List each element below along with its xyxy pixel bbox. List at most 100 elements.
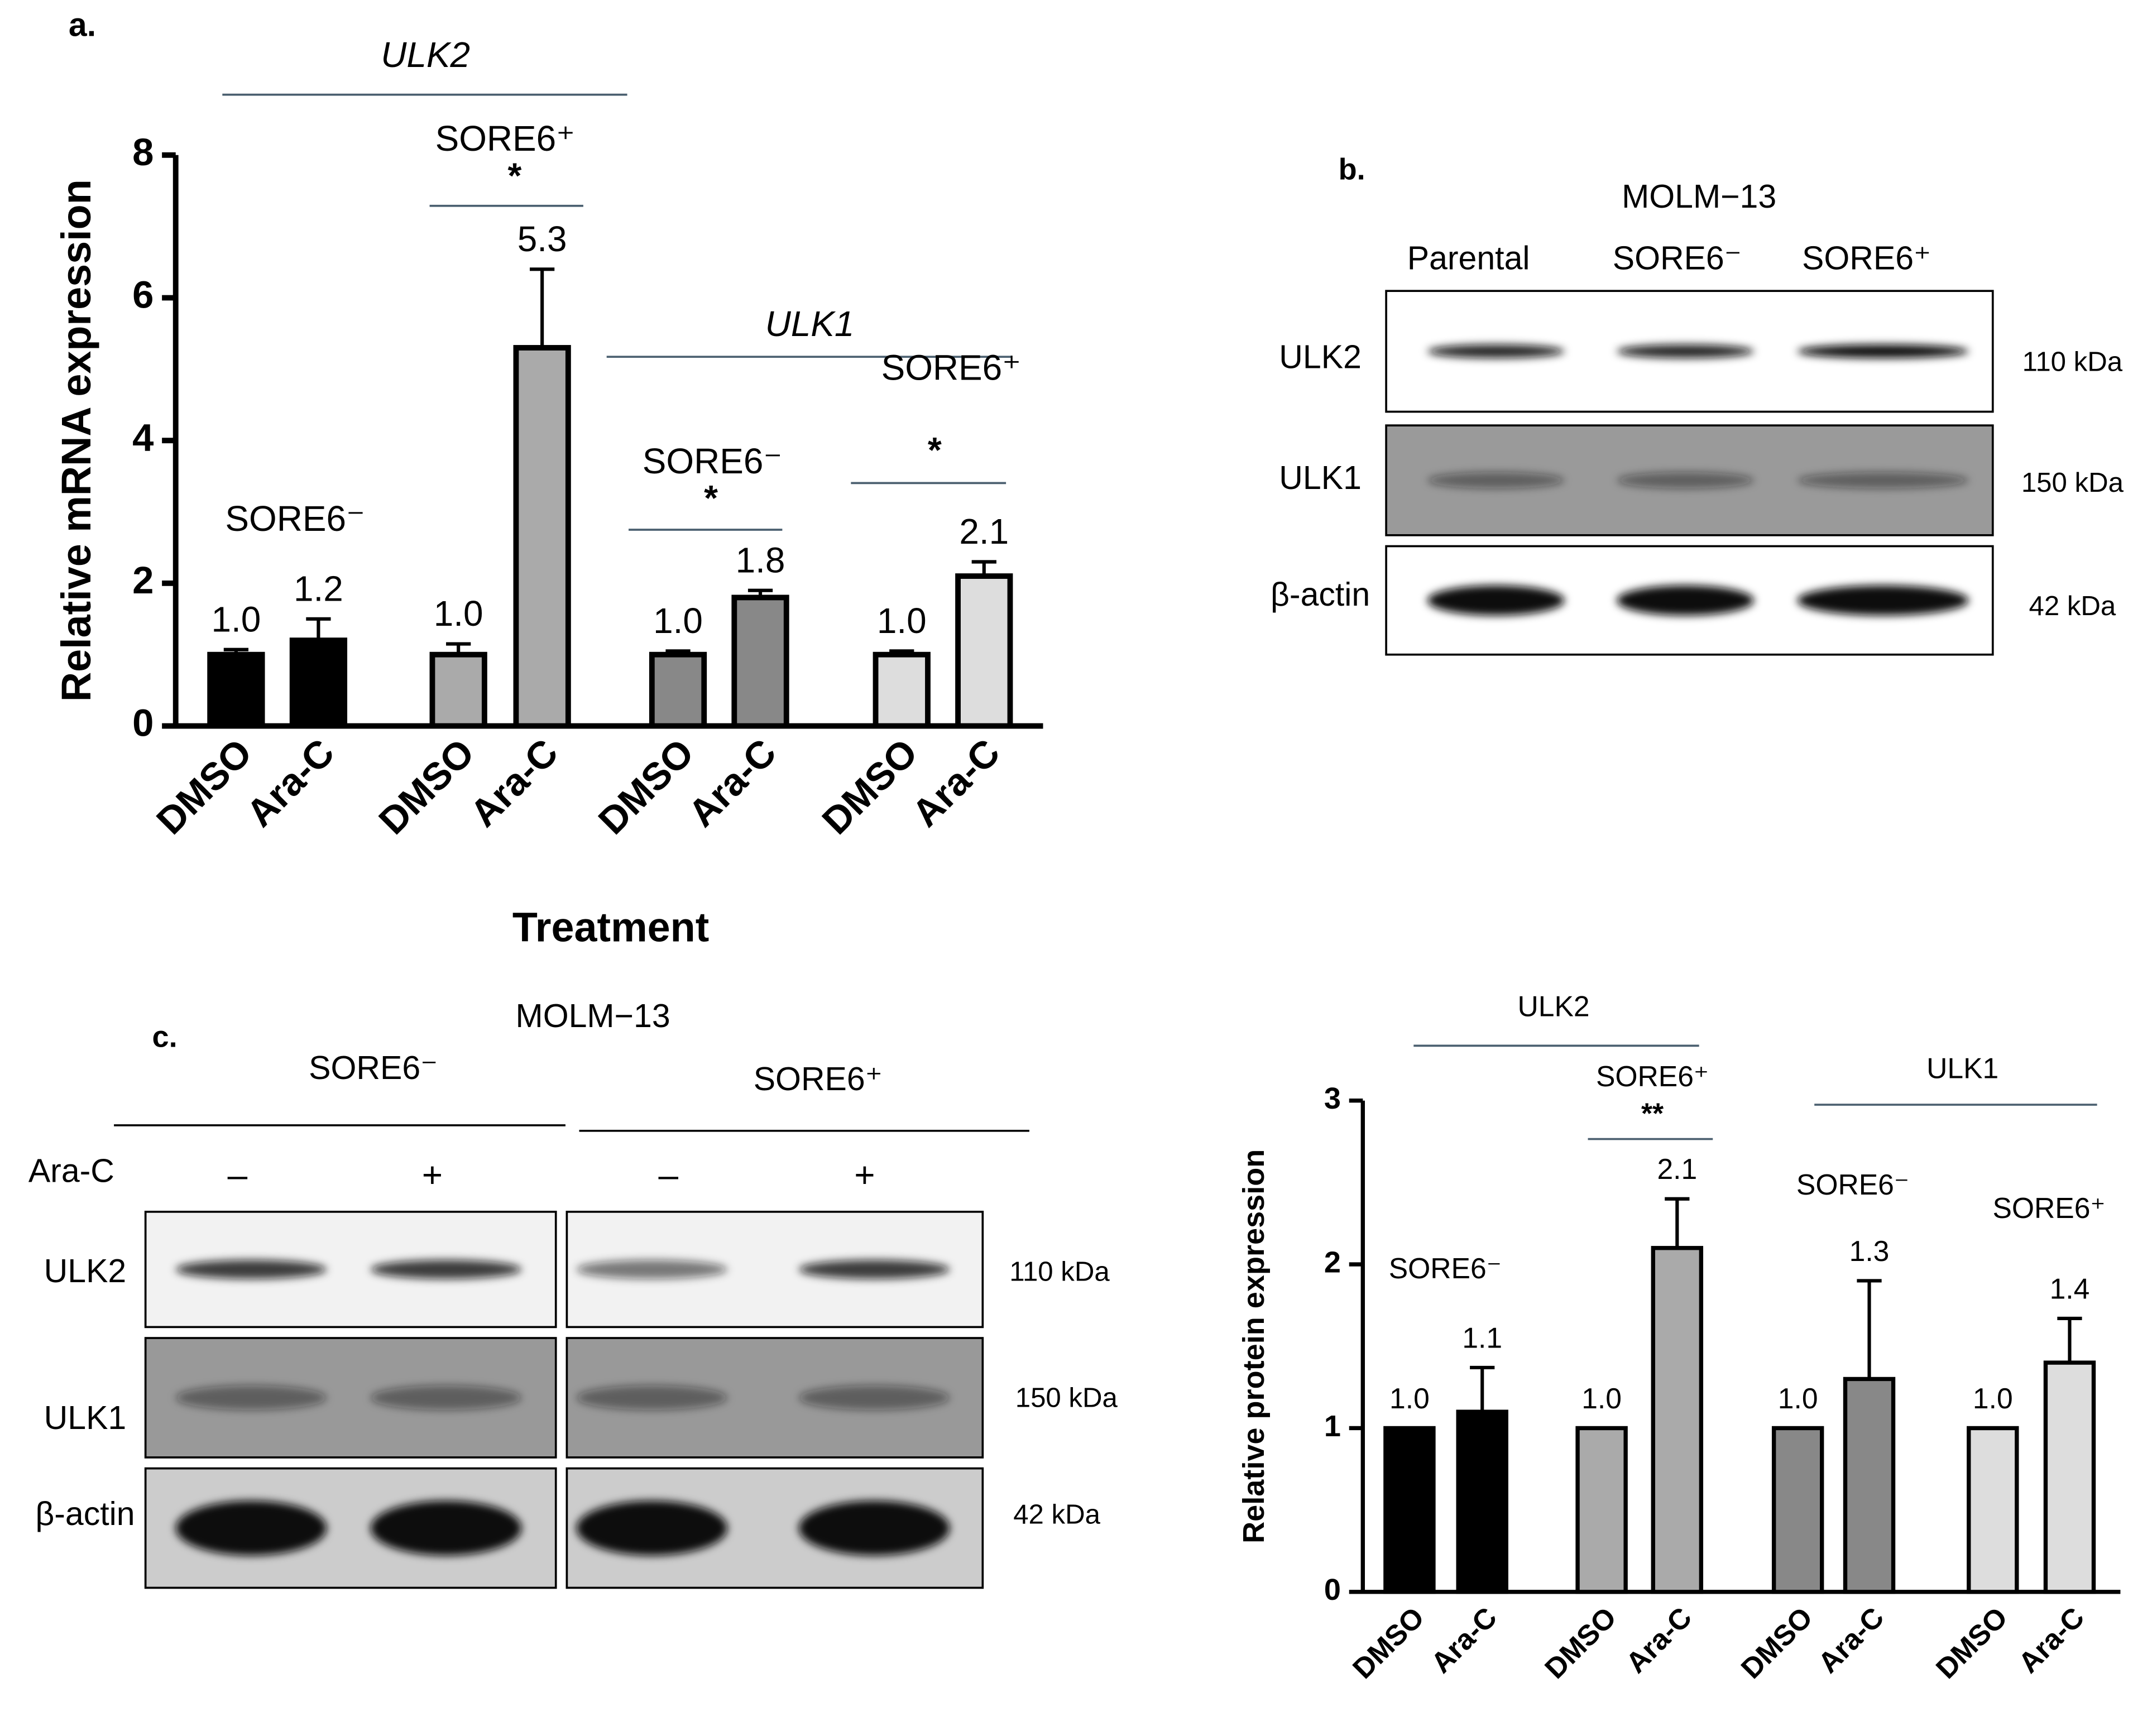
bar <box>2043 1360 2096 1594</box>
y-tick-label: 2 <box>132 559 154 602</box>
x-tick-label: DMSO <box>590 731 702 842</box>
blot-band <box>370 1500 522 1556</box>
lane-label: – <box>659 1154 679 1195</box>
panel-label: c. <box>152 1020 178 1053</box>
blot-band <box>1617 472 1754 489</box>
value-label: 1.2 <box>294 569 343 609</box>
cell-line: MOLM−13 <box>1622 178 1776 215</box>
bar <box>955 573 1013 729</box>
value-label: 1.4 <box>2050 1272 2090 1305</box>
size-label: 150 kDa <box>1015 1383 1118 1413</box>
y-tick-label: 8 <box>132 131 154 174</box>
value-label: 1.1 <box>1462 1321 1502 1354</box>
blot-band <box>798 1259 950 1279</box>
value-label: 1.0 <box>877 601 927 641</box>
protein-label: β-actin <box>1271 576 1370 613</box>
x-tick-label: DMSO <box>371 731 482 842</box>
group-label: SORE6⁻ <box>643 441 782 481</box>
blot-band <box>175 1259 327 1279</box>
group-label: SORE6⁻ <box>1796 1168 1909 1201</box>
size-label: 110 kDa <box>1009 1256 1110 1287</box>
blot-band <box>370 1385 522 1411</box>
blot-band <box>1427 344 1565 358</box>
bar <box>1843 1377 1896 1594</box>
y-tick-label: 0 <box>1324 1573 1341 1606</box>
size-label: 42 kDa <box>2029 591 2116 621</box>
y-tick-label: 1 <box>1324 1409 1341 1443</box>
group-label: ULK2 <box>1518 990 1590 1023</box>
blot-band <box>1797 585 1969 616</box>
value-label: 1.0 <box>1581 1382 1622 1414</box>
y-tick-label: 0 <box>132 702 154 745</box>
blot-band <box>1797 344 1969 358</box>
bar <box>1456 1409 1508 1594</box>
protein-label: ULK2 <box>44 1253 127 1289</box>
x-tick-label: DMSO <box>814 731 926 842</box>
x-tick-label: Ara-C <box>1811 1601 1890 1679</box>
value-label: 1.0 <box>653 601 703 641</box>
size-label: 110 kDa <box>2022 346 2123 377</box>
group-label: ULK1 <box>1926 1052 1998 1084</box>
cell-line: MOLM−13 <box>516 998 670 1034</box>
size-label: 150 kDa <box>2021 467 2124 498</box>
lane-label: + <box>854 1154 875 1195</box>
x-tick-label: DMSO <box>1734 1601 1819 1685</box>
x-tick-label: Ara-C <box>238 731 343 835</box>
x-tick-label: Ara-C <box>1425 1601 1503 1679</box>
lane-label: SORE6⁺ <box>1802 240 1931 277</box>
x-tick-label: Ara-C <box>1619 1601 1698 1679</box>
lane-label: – <box>228 1154 248 1195</box>
protein-label: ULK1 <box>1279 459 1362 496</box>
bar <box>731 594 789 729</box>
panel-label: b. <box>1339 153 1365 186</box>
bar <box>1575 1426 1628 1594</box>
treatment-label: Ara-C <box>28 1153 114 1190</box>
bar <box>207 651 265 729</box>
blot-band <box>576 1385 728 1411</box>
blot-band <box>1427 585 1565 616</box>
x-tick-label: DMSO <box>1929 1601 2014 1685</box>
value-label: 1.3 <box>1849 1235 1890 1267</box>
blot-band <box>1617 585 1754 616</box>
significance: * <box>704 478 718 518</box>
y-axis-label: Relative mRNA expression <box>53 179 99 702</box>
bar <box>1771 1426 1824 1594</box>
protein-label: ULK2 <box>1279 339 1362 376</box>
value-label: 2.1 <box>1657 1153 1697 1185</box>
significance: ** <box>1641 1097 1664 1129</box>
blot-band <box>576 1259 728 1279</box>
value-label: 1.8 <box>736 540 785 580</box>
value-label: 5.3 <box>517 219 567 259</box>
significance: * <box>928 430 942 470</box>
bar <box>1967 1426 2019 1594</box>
lane-label: SORE6⁻ <box>1613 240 1742 277</box>
size-label: 42 kDa <box>1013 1499 1100 1530</box>
value-label: 1.0 <box>1778 1382 1818 1414</box>
lane-label: Parental <box>1407 240 1530 277</box>
x-tick-label: Ara-C <box>462 731 566 835</box>
group-label: SORE6⁻ <box>309 1049 438 1086</box>
value-label: 1.0 <box>434 593 483 634</box>
blot-band <box>798 1385 950 1411</box>
bar <box>289 637 348 729</box>
y-tick-label: 4 <box>132 416 154 459</box>
blot-band <box>1797 472 1969 489</box>
blot-band <box>798 1500 950 1556</box>
x-tick-label: Ara-C <box>680 731 784 835</box>
x-tick-label: DMSO <box>1538 1601 1623 1685</box>
group-label: SORE6⁺ <box>754 1061 883 1097</box>
blot-band <box>576 1500 728 1556</box>
y-tick-label: 3 <box>1324 1082 1341 1115</box>
bar <box>1651 1246 1704 1594</box>
bar <box>513 345 571 729</box>
group-label: SORE6⁺ <box>881 348 1021 388</box>
x-tick-label: Ara-C <box>904 731 1008 835</box>
value-label: 1.0 <box>211 599 261 639</box>
bar <box>429 651 487 729</box>
group-label: SORE6⁺ <box>435 118 575 159</box>
y-axis-label: Relative protein expression <box>1237 1149 1271 1543</box>
group-label: SORE6⁻ <box>1389 1252 1502 1284</box>
value-label: 1.0 <box>1973 1382 2013 1414</box>
protein-label: ULK1 <box>44 1399 127 1436</box>
